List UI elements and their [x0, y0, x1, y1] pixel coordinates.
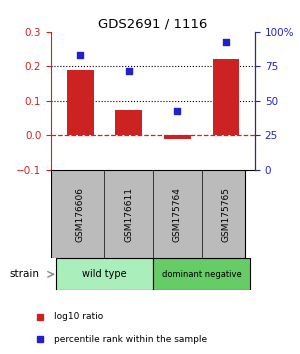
Bar — [212, 59, 239, 135]
Text: strain: strain — [9, 269, 39, 279]
Point — [175, 108, 180, 113]
Point — [78, 52, 82, 58]
Text: GSM175764: GSM175764 — [173, 187, 182, 242]
Text: log10 ratio: log10 ratio — [53, 312, 103, 321]
Text: dominant negative: dominant negative — [162, 270, 242, 279]
Text: percentile rank within the sample: percentile rank within the sample — [53, 335, 207, 344]
Bar — [116, 109, 142, 135]
Point — [224, 39, 228, 44]
Text: GSM176606: GSM176606 — [76, 187, 85, 242]
Point — [126, 68, 131, 73]
Bar — [56, 258, 153, 290]
Bar — [164, 135, 190, 139]
Bar — [153, 258, 250, 290]
Bar — [67, 70, 94, 135]
Text: GSM176611: GSM176611 — [124, 187, 133, 242]
Text: wild type: wild type — [82, 269, 127, 279]
Title: GDS2691 / 1116: GDS2691 / 1116 — [98, 18, 208, 31]
Text: GSM175765: GSM175765 — [221, 187, 230, 242]
